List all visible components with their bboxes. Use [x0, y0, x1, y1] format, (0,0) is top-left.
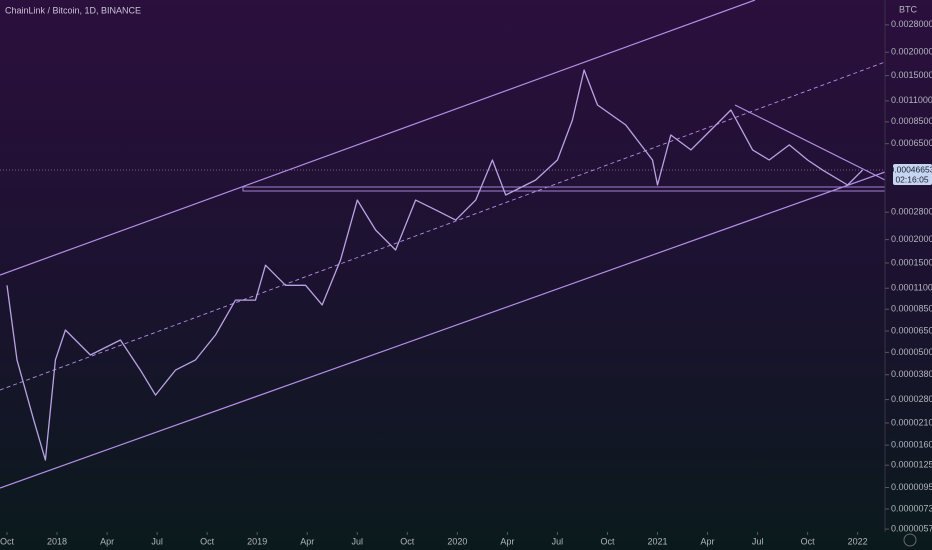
- y-tick-label: 0.0002000: [891, 234, 932, 244]
- x-tick-label: Jul: [552, 536, 564, 546]
- y-tick-label: 0.0000210: [891, 417, 932, 427]
- x-tick-label: Oct: [400, 536, 415, 546]
- settings-icon[interactable]: [903, 533, 917, 547]
- price-label: 0.00046653: [890, 164, 932, 174]
- y-tick-label: 0.0000057: [891, 523, 932, 533]
- y-tick-label: 0.0000380: [891, 369, 932, 379]
- channel-bottom: [0, 171, 886, 489]
- y-tick-label: 0.0008500: [891, 116, 932, 126]
- y-tick-label: 0.0000500: [891, 347, 932, 357]
- y-tick-label: 0.0000073: [891, 503, 932, 513]
- y-tick-label: 0.0000095: [891, 482, 932, 492]
- descending-trendline: [734, 104, 886, 181]
- y-tick-label: 0.0001100: [891, 283, 932, 293]
- y-unit: BTC: [899, 4, 918, 14]
- x-tick-label: Apr: [100, 536, 114, 546]
- x-tick-label: 2022: [848, 536, 868, 546]
- y-tick-label: 0.0000280: [891, 394, 932, 404]
- x-tick-label: Apr: [701, 536, 715, 546]
- countdown: 02:16:05: [895, 174, 928, 184]
- y-tick-label: 0.0000850: [891, 304, 932, 314]
- y-tick-label: 0.0011000: [891, 95, 932, 105]
- x-tick-label: 2021: [647, 536, 667, 546]
- y-tick-label: 0.0028000: [891, 19, 932, 29]
- y-tick-label: 0.0000160: [891, 439, 932, 449]
- x-tick-label: Apr: [300, 536, 314, 546]
- x-tick-label: Oct: [200, 536, 215, 546]
- x-tick-label: Apr: [500, 536, 514, 546]
- chart-title: ChainLink / Bitcoin, 1D, BINANCE: [5, 5, 141, 15]
- x-tick-label: Oct: [0, 536, 14, 546]
- y-tick-label: 0.0001500: [891, 257, 932, 267]
- x-tick-label: Oct: [600, 536, 615, 546]
- x-tick-label: Jul: [352, 536, 364, 546]
- x-tick-label: 2018: [47, 536, 67, 546]
- y-tick-label: 0.0002800: [891, 207, 932, 217]
- channel-mid: [0, 61, 886, 391]
- y-tick-label: 0.0000650: [891, 325, 932, 335]
- price-tag: [893, 164, 932, 185]
- x-tick-label: 2019: [247, 536, 267, 546]
- y-tick-label: 0.0020000: [891, 47, 932, 57]
- y-tick-label: 0.0006500: [891, 138, 932, 148]
- x-tick-label: Oct: [801, 536, 816, 546]
- y-tick-label: 0.0015000: [891, 70, 932, 80]
- channel-top: [0, 0, 756, 276]
- drawings: [0, 0, 886, 489]
- x-tick-label: Jul: [752, 536, 764, 546]
- x-tick-label: 2020: [447, 536, 467, 546]
- price-series: [6, 69, 864, 461]
- x-tick-label: Jul: [151, 536, 163, 546]
- y-tick-label: 0.0000125: [891, 460, 932, 470]
